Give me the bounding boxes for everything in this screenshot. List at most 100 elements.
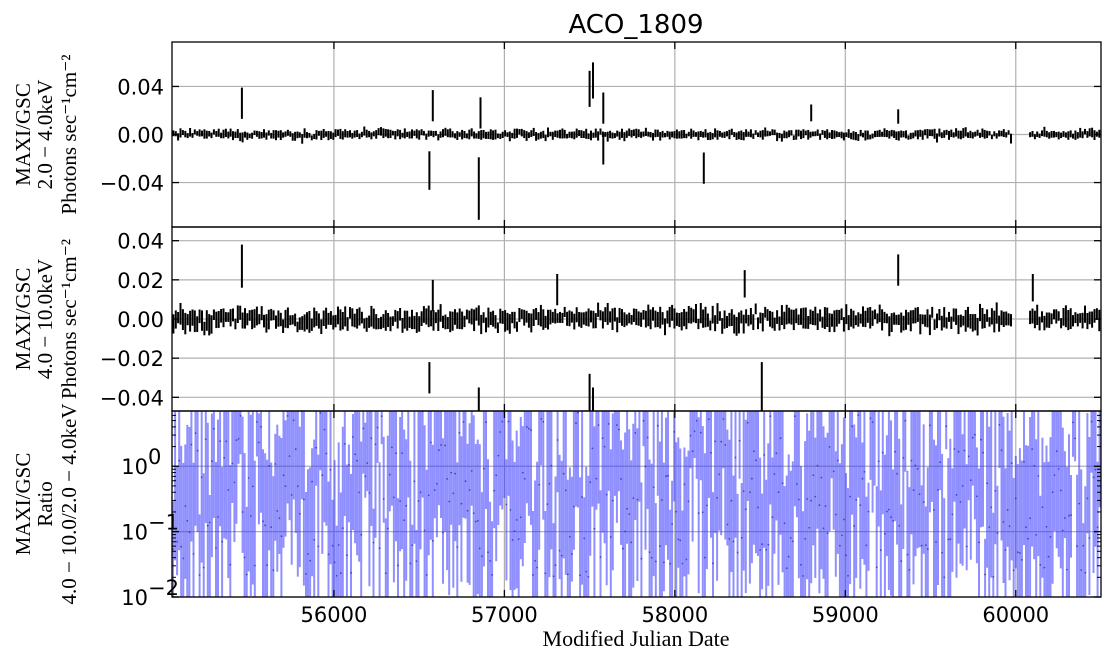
ratio-point [562, 472, 565, 475]
ratio-point [644, 465, 647, 468]
ratio-point [517, 538, 520, 541]
ratio-point [266, 564, 268, 567]
ratio-point [274, 463, 277, 465]
ratio-point [699, 431, 702, 434]
ratio-point [679, 539, 682, 542]
ratio-point [391, 446, 393, 449]
ratio-point [812, 474, 815, 477]
ratio-point [364, 475, 367, 478]
ratio-point [634, 432, 637, 434]
x-tick-label: 59000 [812, 603, 879, 627]
ratio-point [804, 537, 806, 540]
ratio-point [446, 478, 448, 480]
ratio-point [288, 455, 291, 457]
ratio-point [831, 407, 833, 409]
ratio-point [317, 545, 320, 548]
ratio-point [1045, 525, 1048, 528]
ratio-point [877, 460, 880, 463]
ratio-point [800, 563, 802, 566]
ratio-point [769, 415, 772, 418]
ratio-point [460, 502, 463, 505]
ratio-point [178, 459, 181, 462]
ratio-point [1057, 468, 1060, 470]
ratio-point [616, 424, 618, 426]
ratio-point [826, 532, 829, 534]
ratio-point [988, 526, 991, 528]
ratio-point [309, 559, 311, 562]
ratio-point [978, 541, 980, 544]
ratio-point [438, 449, 440, 452]
ratio-point [219, 440, 222, 442]
ratio-point [386, 527, 389, 530]
ratio-point [937, 489, 939, 491]
ratio-point [427, 494, 430, 497]
y-tick-exponent: −1 [148, 511, 179, 535]
ratio-point [771, 516, 774, 519]
ratio-point [712, 562, 714, 565]
ratio-point [742, 490, 745, 493]
ratio-point [452, 492, 455, 495]
ratio-point [495, 474, 498, 477]
ratio-point [589, 481, 592, 484]
tick-marks [172, 227, 1101, 411]
chart-title: ACO_1809 [568, 10, 703, 40]
ratio-point [969, 479, 972, 482]
ratio-point [548, 482, 551, 485]
ratio-point [949, 538, 952, 541]
ratio-point [646, 436, 649, 439]
ratio-point [777, 491, 780, 494]
ratio-point [378, 547, 381, 550]
ratio-point [554, 564, 557, 566]
ratio-point [180, 545, 183, 548]
ratio-point [716, 497, 718, 499]
ratio-point [704, 556, 706, 559]
ratio-point [348, 464, 350, 466]
ratio-point [583, 537, 586, 540]
ratio-point [472, 512, 475, 514]
ratio-point [734, 456, 737, 459]
ratio-point [656, 424, 659, 427]
ratio-point [333, 561, 336, 564]
ratio-point [924, 544, 927, 546]
ratio-point [331, 544, 334, 547]
ratio-point [597, 424, 600, 426]
ratio-point [204, 438, 207, 441]
ratio-point [511, 539, 514, 541]
ratio-point [1086, 497, 1089, 500]
ratio-point [571, 553, 573, 555]
ratio-point [963, 449, 966, 452]
ratio-point [875, 566, 878, 569]
ratio-point [423, 529, 426, 532]
ratio-point [916, 468, 919, 470]
ratio-point [358, 491, 361, 494]
ratio-point [685, 558, 688, 561]
ratio-point [262, 520, 264, 523]
y-axis-label: Ratio [33, 481, 57, 527]
ratio-point [566, 573, 569, 576]
ratio-point [659, 545, 661, 547]
ratio-point [593, 527, 596, 530]
ratio-point [382, 498, 385, 500]
ratio-point [1049, 536, 1052, 538]
y-tick-label: 0.02 [117, 269, 164, 293]
ratio-point [763, 454, 766, 456]
ratio-point [208, 521, 211, 524]
ratio-point [366, 462, 369, 464]
ratio-point [329, 468, 332, 471]
ratio-point [550, 464, 553, 467]
y-tick-label: 0.04 [117, 75, 164, 99]
ratio-point [327, 553, 330, 556]
ratio-point [188, 531, 191, 534]
ratio-point [1037, 475, 1040, 477]
ratio-point [665, 475, 667, 478]
ratio-point [951, 513, 954, 516]
ratio-point [603, 445, 606, 448]
ratio-point [534, 559, 536, 562]
ratio-point [380, 415, 383, 418]
ratio-point [843, 518, 845, 521]
ratio-point [910, 459, 913, 462]
ratio-point [767, 543, 770, 546]
ratio-point [505, 503, 508, 506]
ratio-point [640, 557, 643, 560]
ratio-point [1096, 526, 1099, 529]
